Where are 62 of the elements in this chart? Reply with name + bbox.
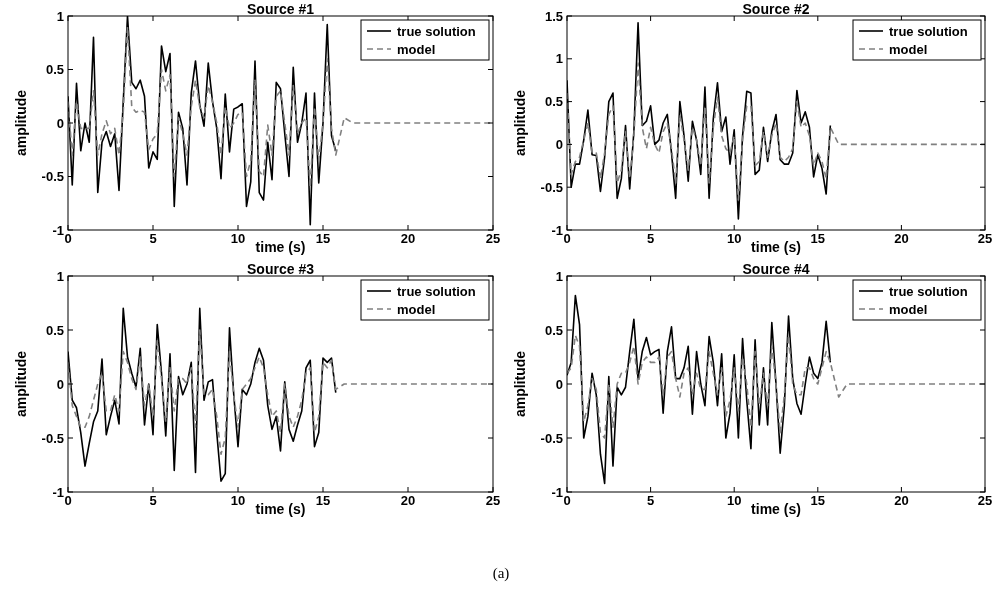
chart-title: Source #2 [742,1,810,17]
x-tick-label: 15 [315,493,331,508]
text: (a) [492,565,510,582]
legend-label: true solution [889,283,968,299]
x-tick-label: 20 [894,493,909,508]
x-tick-label: 5 [646,231,655,246]
x-axis-title: time (s) [751,239,801,255]
y-tick-label: 1.5 [544,8,563,24]
y-tick-label: 0 [555,136,563,152]
x-axis-title: time (s) [751,501,801,517]
chart-title: Source #3 [247,261,315,277]
x-tick-label: 25 [977,231,993,246]
y-tick-label: 0.5 [544,322,563,338]
x-tick-label: 5 [149,493,157,508]
x-axis-title: time (s) [255,239,306,255]
chart-title: Source #4 [742,261,810,277]
x-tick-label: 25 [977,493,993,508]
x-tick-label: 20 [400,493,416,508]
x-axis-title: time (s) [255,501,306,517]
y-tick-label: 0.5 [544,94,563,110]
x-tick-label: 15 [810,493,826,508]
y-axis-title: amplitude [512,350,528,418]
legend-label: model [397,301,436,317]
legend-label: true solution [889,23,968,39]
x-tick-label: 15 [315,231,331,246]
legend-label: true solution [397,23,476,39]
x-tick-label: 10 [230,231,246,246]
y-tick-label: -1 [52,222,64,238]
y-tick-label: 1 [555,51,563,67]
x-tick-label: 5 [646,493,655,508]
y-axis-title: amplitude [13,350,29,418]
y-tick-label: -0.5 [540,179,563,195]
y-axis-title: amplitude [512,89,528,157]
y-tick-label: 0 [555,376,563,392]
y-tick-label: -0.5 [41,430,64,446]
y-tick-label: 0 [56,115,64,131]
y-tick-label: 0.5 [45,62,64,77]
x-tick-label: 25 [485,231,501,246]
chart-title: Source #1 [247,1,315,17]
x-tick-label: 5 [149,231,157,246]
y-tick-label: -1 [52,484,64,500]
legend-label: model [889,41,928,57]
x-tick-label: 10 [230,493,246,508]
y-tick-label: 0.5 [45,322,64,338]
y-tick-label: 0 [56,376,64,392]
legend-label: true solution [397,283,476,299]
x-tick-label: 20 [400,231,416,246]
y-tick-label: -0.5 [41,169,64,184]
x-tick-label: 25 [485,493,501,508]
y-tick-label: -1 [551,222,563,238]
y-tick-label: -0.5 [540,430,563,446]
x-tick-label: 10 [726,493,742,508]
y-tick-label: 1 [56,8,64,24]
x-tick-label: 20 [894,231,909,246]
x-tick-label: 15 [810,231,826,246]
y-tick-label: 1 [555,268,563,284]
legend-label: model [889,301,928,317]
y-tick-label: -1 [551,484,563,500]
y-tick-label: 1 [56,268,64,284]
y-axis-title: amplitude [13,89,29,157]
legend-label: model [397,41,436,57]
x-tick-label: 10 [726,231,742,246]
